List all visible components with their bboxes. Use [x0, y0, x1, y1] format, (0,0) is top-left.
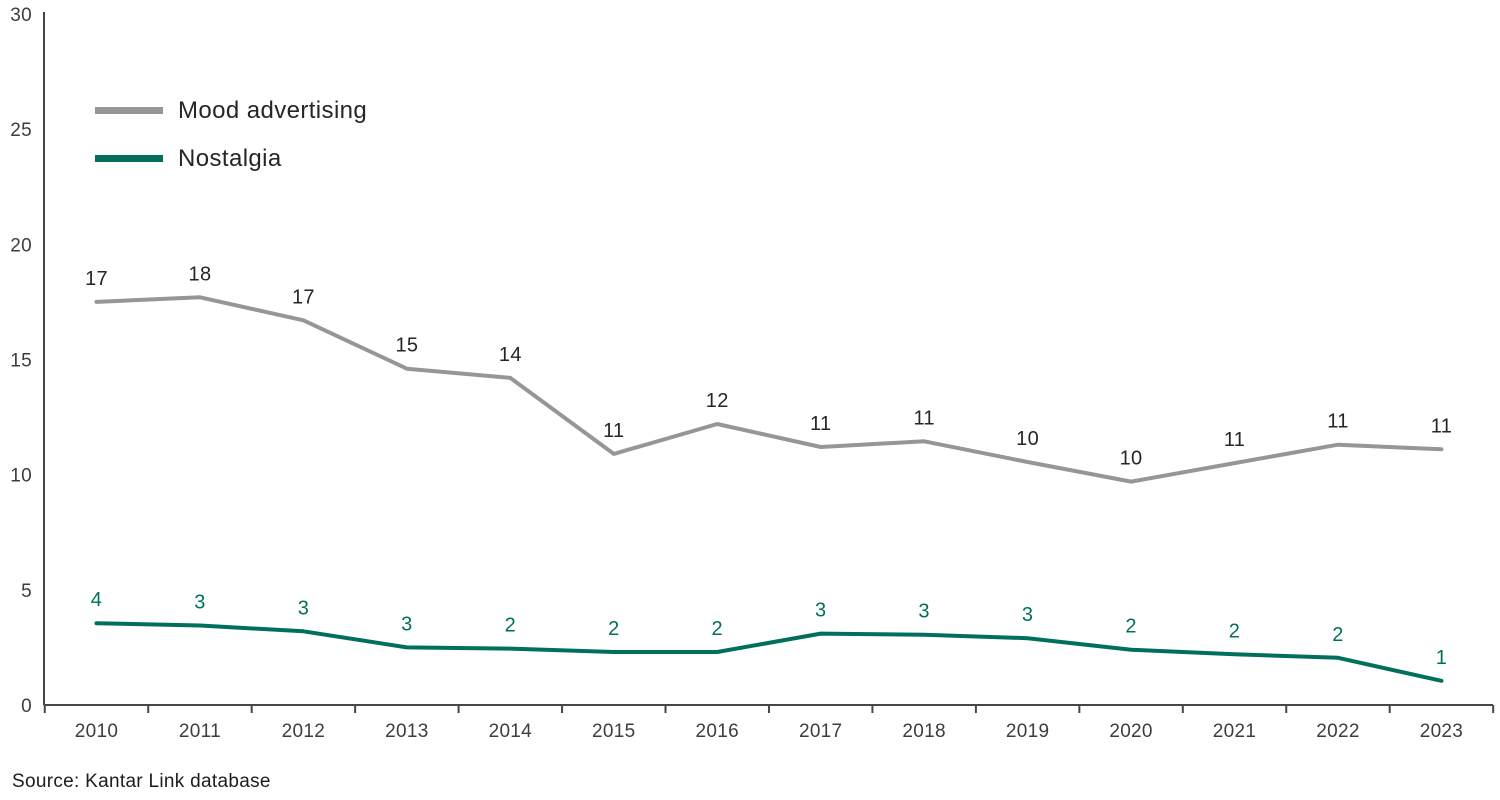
data-label-nostalgia: 3 [298, 597, 309, 619]
x-axis-tick-label: 2014 [489, 721, 533, 742]
data-label-nostalgia: 2 [608, 618, 619, 640]
legend-label-nostalgia: Nostalgia [178, 144, 282, 172]
x-axis-tick-label: 2011 [179, 721, 221, 742]
data-label-mood-advertising: 11 [603, 420, 624, 442]
data-label-mood-advertising: 11 [810, 413, 831, 435]
y-axis-tick-label: 30 [10, 5, 32, 26]
data-label-nostalgia: 4 [91, 589, 102, 611]
data-label-nostalgia: 2 [1229, 620, 1240, 642]
data-label-mood-advertising: 17 [85, 268, 108, 290]
legend-item-mood-advertising: Mood advertising [95, 95, 367, 126]
series-line-nostalgia [94, 621, 1444, 683]
data-label-nostalgia: 2 [712, 618, 723, 640]
x-axis-tick-label: 2019 [1006, 721, 1049, 742]
x-axis-tick-label: 2023 [1420, 721, 1463, 742]
data-label-mood-advertising: 11 [1327, 411, 1348, 433]
x-axis-tick-label: 2018 [902, 721, 945, 742]
data-label-mood-advertising: 17 [292, 286, 315, 308]
y-axis-tick-label: 0 [21, 696, 32, 717]
data-label-nostalgia: 3 [918, 601, 929, 623]
x-axis-tick-label: 2010 [75, 721, 118, 742]
x-axis-tick-label: 2020 [1109, 721, 1152, 742]
y-axis-tick-label: 10 [10, 466, 32, 487]
series-line-mood-advertising [94, 295, 1444, 484]
data-label-nostalgia: 3 [1022, 604, 1033, 626]
data-label-mood-advertising: 12 [706, 390, 729, 412]
legend-item-nostalgia: Nostalgia [95, 143, 367, 174]
data-label-mood-advertising: 14 [499, 344, 522, 366]
y-axis-tick-label: 15 [10, 351, 32, 372]
data-label-mood-advertising: 10 [1120, 448, 1143, 470]
data-label-mood-advertising: 11 [1431, 415, 1452, 437]
data-label-mood-advertising: 18 [189, 263, 212, 285]
data-label-mood-advertising: 15 [395, 335, 418, 357]
x-axis-tick-label: 2017 [799, 721, 842, 742]
data-label-nostalgia: 2 [505, 615, 516, 637]
x-axis-tick-label: 2012 [282, 721, 325, 742]
x-axis-tick-label: 2022 [1316, 721, 1359, 742]
data-label-mood-advertising: 11 [913, 407, 934, 429]
data-label-nostalgia: 3 [815, 600, 826, 622]
x-axis-tick-label: 2021 [1213, 721, 1256, 742]
y-axis-tick-label: 5 [21, 581, 32, 602]
data-label-nostalgia: 2 [1125, 616, 1136, 638]
source-note: Source: Kantar Link database [12, 771, 271, 792]
data-label-nostalgia: 3 [194, 592, 205, 614]
x-axis-tick-label: 2013 [385, 721, 428, 742]
data-label-nostalgia: 1 [1436, 647, 1447, 669]
legend-label-mood-advertising: Mood advertising [178, 96, 368, 124]
data-label-mood-advertising: 10 [1016, 428, 1039, 450]
data-label-mood-advertising: 11 [1224, 429, 1245, 451]
x-axis-tick-label: 2015 [592, 721, 635, 742]
legend-swatch-nostalgia-icon [95, 155, 163, 162]
y-axis-tick-label: 20 [10, 235, 32, 256]
y-axis-tick-label: 25 [10, 120, 32, 141]
x-axis-tick-label: 2016 [696, 721, 739, 742]
legend: Mood advertising Nostalgia [95, 95, 367, 174]
data-label-nostalgia: 2 [1332, 624, 1343, 646]
legend-swatch-mood-advertising-icon [95, 107, 163, 114]
data-label-nostalgia: 3 [401, 613, 412, 635]
